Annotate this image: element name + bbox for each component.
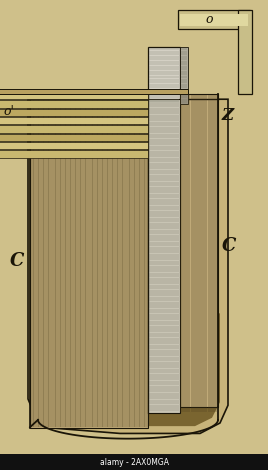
Polygon shape [35, 313, 220, 426]
Text: o': o' [3, 105, 14, 118]
Text: C: C [222, 237, 236, 255]
Bar [180, 47, 188, 104]
Bar [0, 125, 148, 133]
Bar [30, 99, 148, 428]
Bar [0, 142, 148, 149]
Bar [180, 94, 218, 407]
Bar [0, 133, 148, 141]
Bar [178, 10, 250, 29]
Bar [0, 150, 148, 158]
Bar [0, 454, 268, 470]
Bar [180, 14, 248, 26]
Polygon shape [28, 99, 228, 433]
Text: Z: Z [222, 107, 234, 124]
Bar [238, 10, 252, 94]
Bar [0, 117, 148, 124]
Bar [0, 109, 148, 116]
Bar [0, 100, 148, 108]
Bar [148, 47, 180, 104]
Text: o: o [205, 13, 213, 26]
Bar [0, 92, 148, 99]
Bar [148, 99, 180, 413]
Bar [0, 89, 188, 94]
Text: alamy - 2AX0MGA: alamy - 2AX0MGA [99, 458, 169, 467]
Text: C: C [10, 252, 24, 270]
